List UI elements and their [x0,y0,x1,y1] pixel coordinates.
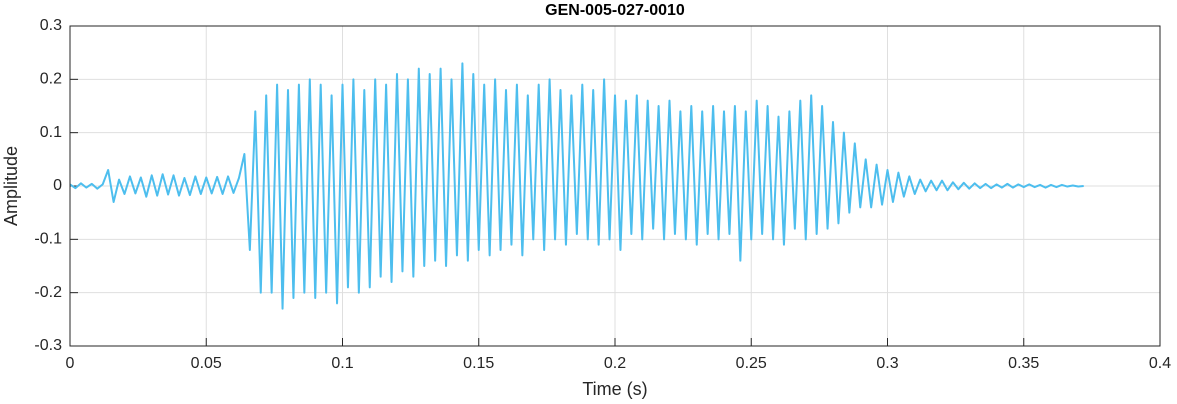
x-tick-label: 0.1 [331,355,353,372]
x-tick-label: 0.35 [1008,355,1039,372]
y-tick-label: -0.3 [34,337,62,354]
chart-title: GEN-005-027-0010 [545,2,685,19]
x-tick-label: 0.05 [191,355,222,372]
x-axis-label: Time (s) [582,379,647,399]
x-tick-label: 0.3 [876,355,898,372]
y-tick-label: 0.2 [40,71,62,88]
y-tick-label: 0.1 [40,124,62,141]
y-axis-label: Amplitude [1,146,21,226]
plot-frame [69,25,1161,347]
x-tick-label: 0.25 [736,355,767,372]
y-tick-label: -0.2 [34,284,62,301]
x-tick-label: 0 [66,355,75,372]
y-tick-label: 0.3 [40,17,62,34]
y-tick-label: -0.1 [34,231,62,248]
x-tick-label: 0.4 [1149,355,1171,372]
y-tick-label: 0 [53,177,62,194]
x-tick-label: 0.15 [463,355,494,372]
waveform-line [69,62,1084,310]
x-tick-label: 0.2 [604,355,626,372]
